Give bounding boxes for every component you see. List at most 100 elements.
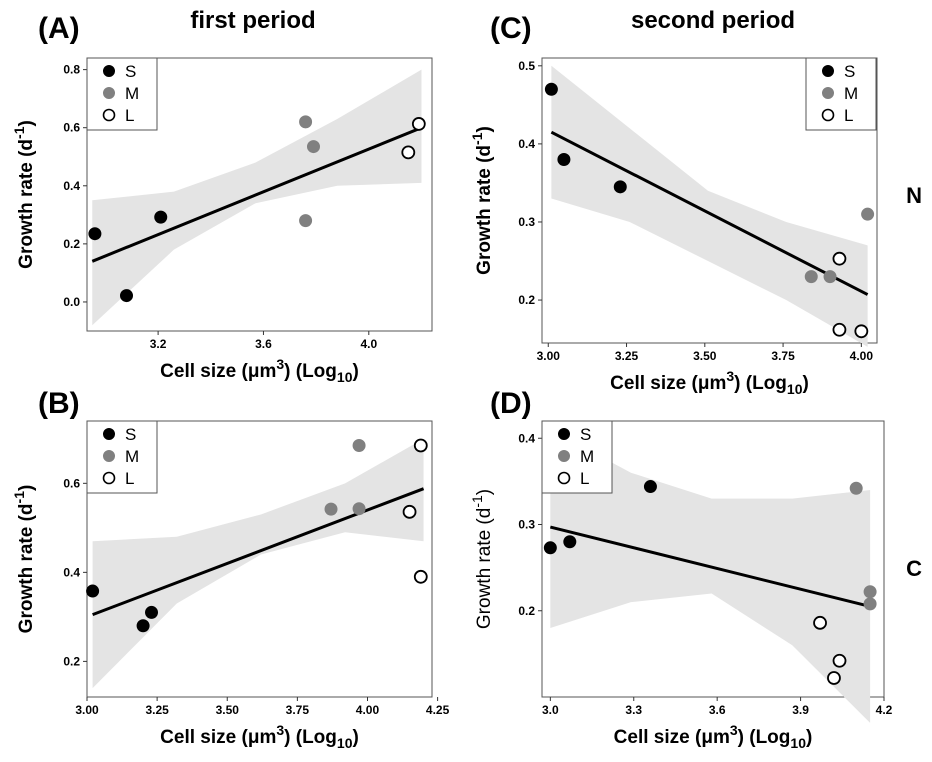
legend-marker-l [102, 471, 116, 485]
x-axis-title: Cell size (μm3) (Log10) [614, 722, 813, 751]
y-axis-title: Growth rate (d-1) [11, 485, 37, 634]
legend-marker-s [822, 65, 834, 77]
data-point-s [563, 535, 577, 549]
x-tick-label: 3.50 [693, 349, 717, 363]
data-point-l [854, 324, 869, 339]
data-point-m [804, 270, 818, 284]
y-tick-label: 0.6 [63, 476, 80, 490]
x-tick-label: 3.00 [75, 703, 99, 717]
y-tick-label: 0.4 [63, 179, 80, 193]
data-point-m [352, 502, 366, 516]
x-axis-title: Cell size (μm3) (Log10) [160, 356, 359, 385]
x-tick-label: 3.6 [709, 703, 726, 717]
data-point-l [832, 322, 847, 337]
panel-d: (D) 3.0 3.3 3.6 3.9 4.2 0.2 0.3 0.4 Cell size (μm… [469, 387, 893, 751]
legend-marker-m [822, 87, 834, 99]
data-point-s [86, 584, 100, 598]
y-tick-label: 0.2 [63, 654, 80, 668]
x-tick-label: 3.00 [537, 349, 561, 363]
y-axis-title: Growth rate (d-1) [11, 120, 37, 269]
data-point-m [324, 502, 338, 516]
data-point-m [863, 597, 877, 611]
data-point-m [299, 115, 313, 129]
legend-label-m: M [125, 447, 139, 466]
x-tick-label: 4.00 [356, 703, 380, 717]
data-point-l [832, 653, 847, 668]
legend-label-m: M [580, 447, 594, 466]
panel-letter: (A) [38, 12, 80, 45]
panel-letter: (B) [38, 387, 80, 420]
y-tick-label: 0.4 [518, 137, 535, 151]
legend-label-s: S [580, 425, 591, 444]
legend-marker-m [103, 87, 115, 99]
row-label-c: C [906, 556, 922, 581]
data-point-l [413, 438, 428, 453]
data-point-s [145, 605, 159, 619]
x-axis-title: Cell size (μm3) (Log10) [610, 368, 809, 397]
legend-box [541, 420, 613, 494]
data-point-l [413, 569, 428, 584]
data-point-l [827, 671, 841, 685]
x-tick-label: 4.00 [850, 349, 874, 363]
regression-line [550, 130, 869, 296]
legend-box [86, 57, 158, 131]
x-tick-label: 3.9 [792, 703, 809, 717]
data-point-s [643, 480, 657, 494]
x-tick-label: 3.50 [216, 703, 240, 717]
panel-letter: (D) [490, 387, 532, 420]
legend-label-s: S [125, 62, 136, 81]
confidence-band [551, 65, 868, 347]
legend-label-l: L [580, 469, 589, 488]
legend-label-s: S [844, 62, 855, 81]
panel-letter: (C) [490, 12, 532, 45]
legend-label-l: L [125, 469, 134, 488]
y-tick-label: 0.3 [518, 518, 535, 532]
legend-label-m: M [125, 84, 139, 103]
y-tick-label: 0.4 [63, 565, 80, 579]
data-point-m [299, 214, 313, 228]
legend: SML [805, 57, 877, 131]
legend: SML [541, 420, 613, 494]
regression-line [92, 487, 425, 617]
data-point-m [849, 481, 863, 495]
legend-marker-s [103, 428, 115, 440]
legend-label-s: S [125, 425, 136, 444]
legend-marker-m [558, 450, 570, 462]
legend-marker-s [558, 428, 570, 440]
y-tick-label: 0.4 [518, 431, 535, 445]
y-tick-label: 0.6 [63, 121, 80, 135]
legend-box [805, 57, 877, 131]
data-point-m [306, 140, 320, 154]
data-point-l [401, 145, 416, 160]
data-point-m [863, 585, 877, 599]
legend: SML [86, 420, 158, 494]
x-tick-label: 4.2 [876, 703, 893, 717]
x-tick-label: 4.0 [360, 337, 377, 351]
data-point-s [136, 619, 150, 633]
data-point-m [861, 207, 875, 221]
x-tick-label: 3.25 [615, 349, 639, 363]
first-period-title: first period [190, 7, 315, 34]
legend-marker-l [821, 108, 835, 122]
panel-b: (B) 3.00 3.25 3.50 3.75 4.00 4.25 0.2 0.4 0.6 Cell… [11, 387, 450, 751]
y-tick-label: 0.2 [518, 293, 535, 307]
data-point-s [120, 289, 134, 303]
y-tick-label: 0.0 [63, 295, 80, 309]
x-tick-label: 3.0 [542, 703, 559, 717]
legend-label-l: L [844, 106, 853, 125]
regression-line [91, 126, 423, 263]
regression-line [549, 525, 871, 608]
panel-c: (C) 3.00 3.25 3.50 3.75 4.00 0.2 0.3 0.4 0.5 Cell … [469, 12, 878, 397]
data-point-s [613, 180, 627, 194]
x-tick-label: 3.6 [255, 337, 272, 351]
legend-marker-m [103, 450, 115, 462]
x-tick-label: 3.2 [150, 337, 167, 351]
legend-box [86, 420, 158, 494]
confidence-band [92, 438, 424, 689]
x-axis-title: Cell size (μm3) (Log10) [160, 722, 359, 751]
x-tick-label: 3.75 [771, 349, 795, 363]
y-tick-label: 0.5 [518, 59, 535, 73]
data-point-m [823, 270, 837, 284]
x-tick-label: 3.3 [625, 703, 642, 717]
